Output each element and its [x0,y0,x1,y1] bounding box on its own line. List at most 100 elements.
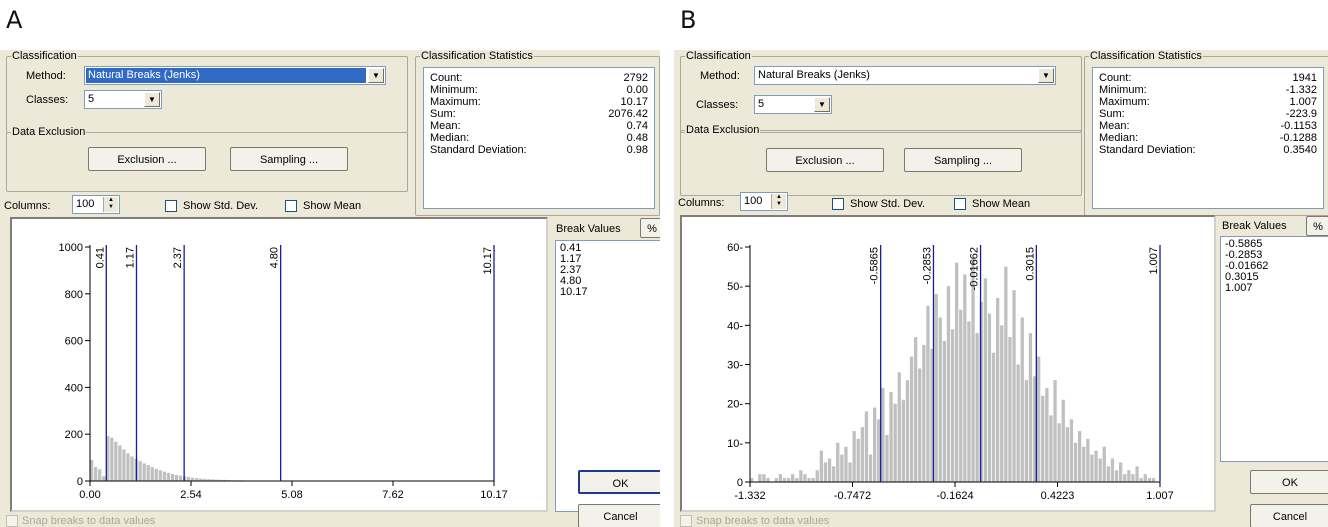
break-value-item[interactable]: 0.3015 [1225,271,1259,283]
stat-label: Count: [430,72,463,84]
cancel-button[interactable]: Cancel [1250,504,1328,527]
break-value-item[interactable]: 0.41 [560,242,582,254]
histogram-bar [1127,470,1131,482]
histogram-bar [1061,399,1065,482]
histogram-bar [823,462,828,482]
break-label: 1.007 [1148,247,1160,275]
histogram-panel[interactable]: 0 10- 20- 30- 40- 50- 60- -1.332 -0.7472 -0.1624 0… [680,215,1216,512]
break-value-item[interactable]: -0.5865 [1225,238,1263,250]
histogram-bar [1123,474,1127,482]
histogram-bar [199,478,203,481]
y-tick-label: 1000 [59,242,83,254]
stat-label: Mean: [430,120,461,132]
snap-breaks-checkbox[interactable] [6,515,18,527]
sampling-button[interactable]: Sampling ... [904,148,1022,172]
show-mean-checkbox[interactable] [285,200,297,212]
histogram-panel[interactable]: 0 200 400 600 800 1000 0.00 2.54 5.08 7.62 10.17 0.… [10,217,548,512]
histogram-bar [1102,446,1106,482]
histogram-bar [803,474,807,482]
classes-value: 5 [88,93,95,105]
snap-breaks-checkbox[interactable] [680,515,692,527]
stat-value: -1.332 [1285,84,1317,96]
sampling-button[interactable]: Sampling ... [230,147,348,171]
break-value-item[interactable]: 1.17 [560,253,582,265]
break-value-item[interactable]: -0.2853 [1225,249,1263,261]
y-tick-label: 30- [727,360,743,372]
histogram-bar [207,479,211,481]
histogram-bar [142,463,146,481]
x-tick-label: -0.1624 [936,490,973,502]
chevron-down-icon[interactable]: ▼ [1038,68,1054,83]
chevron-down-icon[interactable]: ▼ [368,68,384,83]
histogram-bar [191,477,195,481]
show-mean-checkbox[interactable] [954,198,966,210]
histogram-bar [94,466,98,481]
classes-dropdown[interactable]: 5 ▼ [84,90,162,109]
columns-label: Columns: [678,197,725,209]
histogram-bar [158,470,162,481]
classification-statistics-group: Classification Statistics [415,50,660,216]
classification-dialog: Classification Method: Natural Breaks (J… [674,50,1328,527]
x-tick-label: -0.7472 [834,490,871,502]
stat-label: Maximum: [1099,96,1150,108]
histogram-chart[interactable]: 0 200 400 600 800 1000 0.00 2.54 5.08 7.62 10.17 0.… [12,219,546,510]
columns-spinner[interactable]: 100 ▲ ▼ [740,192,788,211]
exclusion-button[interactable]: Exclusion ... [88,147,206,171]
ok-button[interactable]: OK [1250,470,1328,494]
histogram-bar [918,368,922,482]
histogram-bar [991,352,996,482]
percent-button[interactable]: % [1306,216,1328,236]
classes-dropdown[interactable]: 5 ▼ [754,95,832,114]
percent-button[interactable]: % [640,218,660,238]
histogram-bar [1090,454,1094,482]
method-label: Method: [26,70,66,82]
histogram-bar [848,462,852,482]
columns-spinner[interactable]: 100 ▲ ▼ [72,195,120,214]
histogram-chart[interactable]: 0 10- 20- 30- 40- 50- 60- -1.332 -0.7472 -0.1624 0… [682,217,1214,510]
histogram-bar [110,437,114,481]
y-tick-label: 800 [65,289,83,301]
break-values-list[interactable]: -0.5865 -0.2853 -0.01662 0.3015 1.007 [1220,236,1328,462]
spinner-arrows-icon[interactable]: ▲ ▼ [103,197,118,212]
histogram-bar [844,446,848,482]
histogram-bar [766,478,770,482]
stat-value: 1941 [1292,72,1317,84]
histogram-bar [955,262,959,482]
histogram-bar [1139,478,1143,482]
break-label: 0.3015 [1024,247,1036,281]
break-value-item[interactable]: 1.007 [1225,282,1253,294]
histogram-bar [106,436,110,481]
chevron-down-icon[interactable]: ▼ [814,97,830,112]
classification-statistics-label: Classification Statistics [1089,50,1203,62]
ok-button[interactable]: OK [578,470,660,494]
chevron-down-icon[interactable]: ▼ [144,92,160,107]
show-mean-label[interactable]: Show Mean [972,198,1031,210]
stat-value: 0.3540 [1283,144,1317,156]
exclusion-button[interactable]: Exclusion ... [766,148,884,172]
break-value-item[interactable]: 4.80 [560,275,582,287]
method-dropdown[interactable]: Natural Breaks (Jenks) ▼ [754,66,1056,85]
stat-row: Count: 2792 [430,72,648,84]
classification-group: Classification [680,50,1082,133]
method-dropdown[interactable]: Natural Breaks (Jenks) ▼ [84,66,386,85]
show-std-dev-checkbox[interactable] [832,198,844,210]
show-std-dev-label[interactable]: Show Std. Dev. [850,198,925,210]
break-label: 2.37 [172,247,184,268]
break-value-item[interactable]: -0.01662 [1225,260,1269,272]
show-mean-label[interactable]: Show Mean [303,200,362,212]
break-value-item[interactable]: 10.17 [560,286,588,298]
classification-group-label: Classification [685,50,752,62]
show-std-dev-checkbox[interactable] [165,200,177,212]
stat-value: 0.74 [626,120,648,132]
histogram-bar [959,309,963,482]
stat-row: Maximum: 10.17 [430,96,648,108]
break-value-item[interactable]: 2.37 [560,264,582,276]
stat-value: 0.98 [626,144,648,156]
cancel-button[interactable]: Cancel [578,504,660,527]
histogram-bar [1012,290,1016,482]
spinner-arrows-icon[interactable]: ▲ ▼ [771,194,786,209]
histogram-bar [877,419,881,482]
histogram-bar [1131,474,1135,482]
show-std-dev-label[interactable]: Show Std. Dev. [183,200,258,212]
histogram-bar [1028,333,1033,482]
